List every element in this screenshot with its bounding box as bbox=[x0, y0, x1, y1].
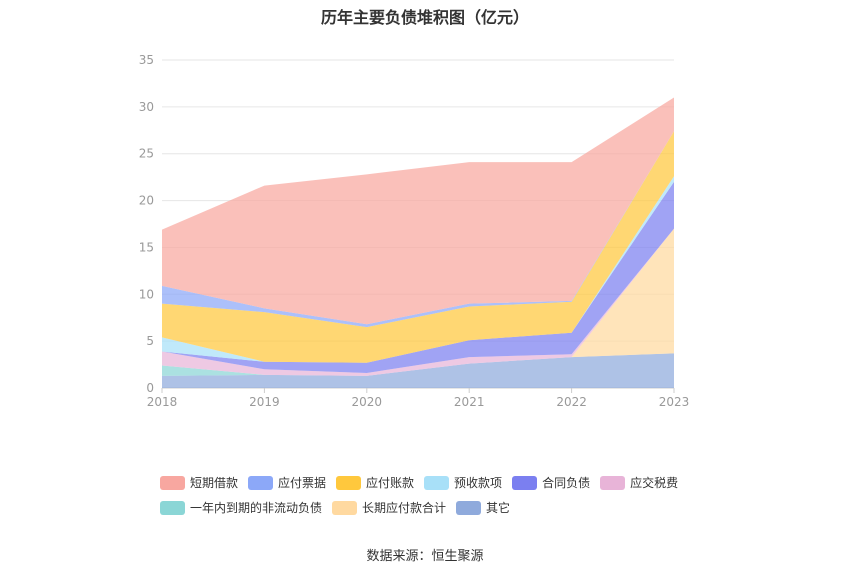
y-tick-label: 30 bbox=[139, 100, 154, 114]
legend-swatch bbox=[160, 500, 185, 515]
legend-item[interactable]: 一年内到期的非流动负债 bbox=[160, 499, 322, 516]
area-series bbox=[162, 228, 674, 376]
x-tick-label: 2022 bbox=[556, 395, 587, 409]
y-tick-label: 20 bbox=[139, 194, 154, 208]
legend: 短期借款 应付票据 应付账款 预收款项 合同负债 应交税费一年内到期的非流动负债 长期应付款… bbox=[160, 470, 720, 520]
area-series bbox=[162, 131, 674, 363]
legend-label: 一年内到期的非流动负债 bbox=[190, 501, 323, 515]
legend-label: 应付票据 bbox=[278, 476, 327, 490]
x-tick-label: 2018 bbox=[147, 395, 178, 409]
chart-title: 历年主要负债堆积图（亿元） bbox=[320, 8, 529, 27]
area-series bbox=[162, 131, 674, 328]
legend-label: 其它 bbox=[486, 501, 511, 515]
legend-item[interactable]: 短期借款 bbox=[160, 474, 238, 491]
y-tick-label: 15 bbox=[139, 240, 154, 254]
x-tick-label: 2023 bbox=[659, 395, 690, 409]
legend-row: 短期借款 应付票据 应付账款 预收款项 合同负债 应交税费 bbox=[160, 470, 720, 495]
legend-item[interactable]: 应付票据 bbox=[248, 474, 326, 491]
legend-swatch bbox=[160, 475, 185, 490]
legend-item[interactable]: 预收款项 bbox=[424, 474, 502, 491]
source-note: 数据来源：恒生聚源 bbox=[366, 549, 484, 564]
legend-label: 应交税费 bbox=[630, 476, 679, 490]
area-series bbox=[162, 97, 674, 325]
legend-swatch bbox=[424, 475, 450, 490]
y-tick-label: 25 bbox=[139, 147, 154, 161]
legend-swatch bbox=[336, 475, 362, 490]
legend-label: 短期借款 bbox=[190, 476, 239, 490]
y-tick-label: 0 bbox=[146, 381, 154, 395]
legend-item[interactable]: 其它 bbox=[456, 499, 510, 516]
y-tick-label: 35 bbox=[139, 53, 154, 67]
legend-item[interactable]: 长期应付款合计 bbox=[332, 499, 446, 516]
x-tick-label: 2019 bbox=[249, 395, 280, 409]
x-tick-label: 2021 bbox=[454, 395, 485, 409]
legend-swatch bbox=[600, 475, 626, 490]
legend-item[interactable]: 应交税费 bbox=[600, 474, 678, 491]
legend-label: 应付账款 bbox=[366, 476, 415, 490]
legend-row: 一年内到期的非流动负债 长期应付款合计 其它 bbox=[160, 495, 720, 520]
legend-label: 预收款项 bbox=[454, 476, 503, 490]
y-tick-label: 5 bbox=[146, 334, 154, 348]
legend-item[interactable]: 合同负债 bbox=[512, 474, 590, 491]
legend-label: 长期应付款合计 bbox=[362, 501, 447, 515]
legend-swatch bbox=[456, 500, 482, 515]
legend-swatch bbox=[332, 500, 358, 515]
legend-swatch bbox=[248, 475, 274, 490]
x-tick-label: 2020 bbox=[352, 395, 383, 409]
legend-item[interactable]: 应付账款 bbox=[336, 474, 414, 491]
legend-swatch bbox=[512, 475, 538, 490]
legend-label: 合同负债 bbox=[542, 476, 591, 490]
y-tick-label: 10 bbox=[139, 287, 154, 301]
area-series bbox=[162, 353, 674, 388]
